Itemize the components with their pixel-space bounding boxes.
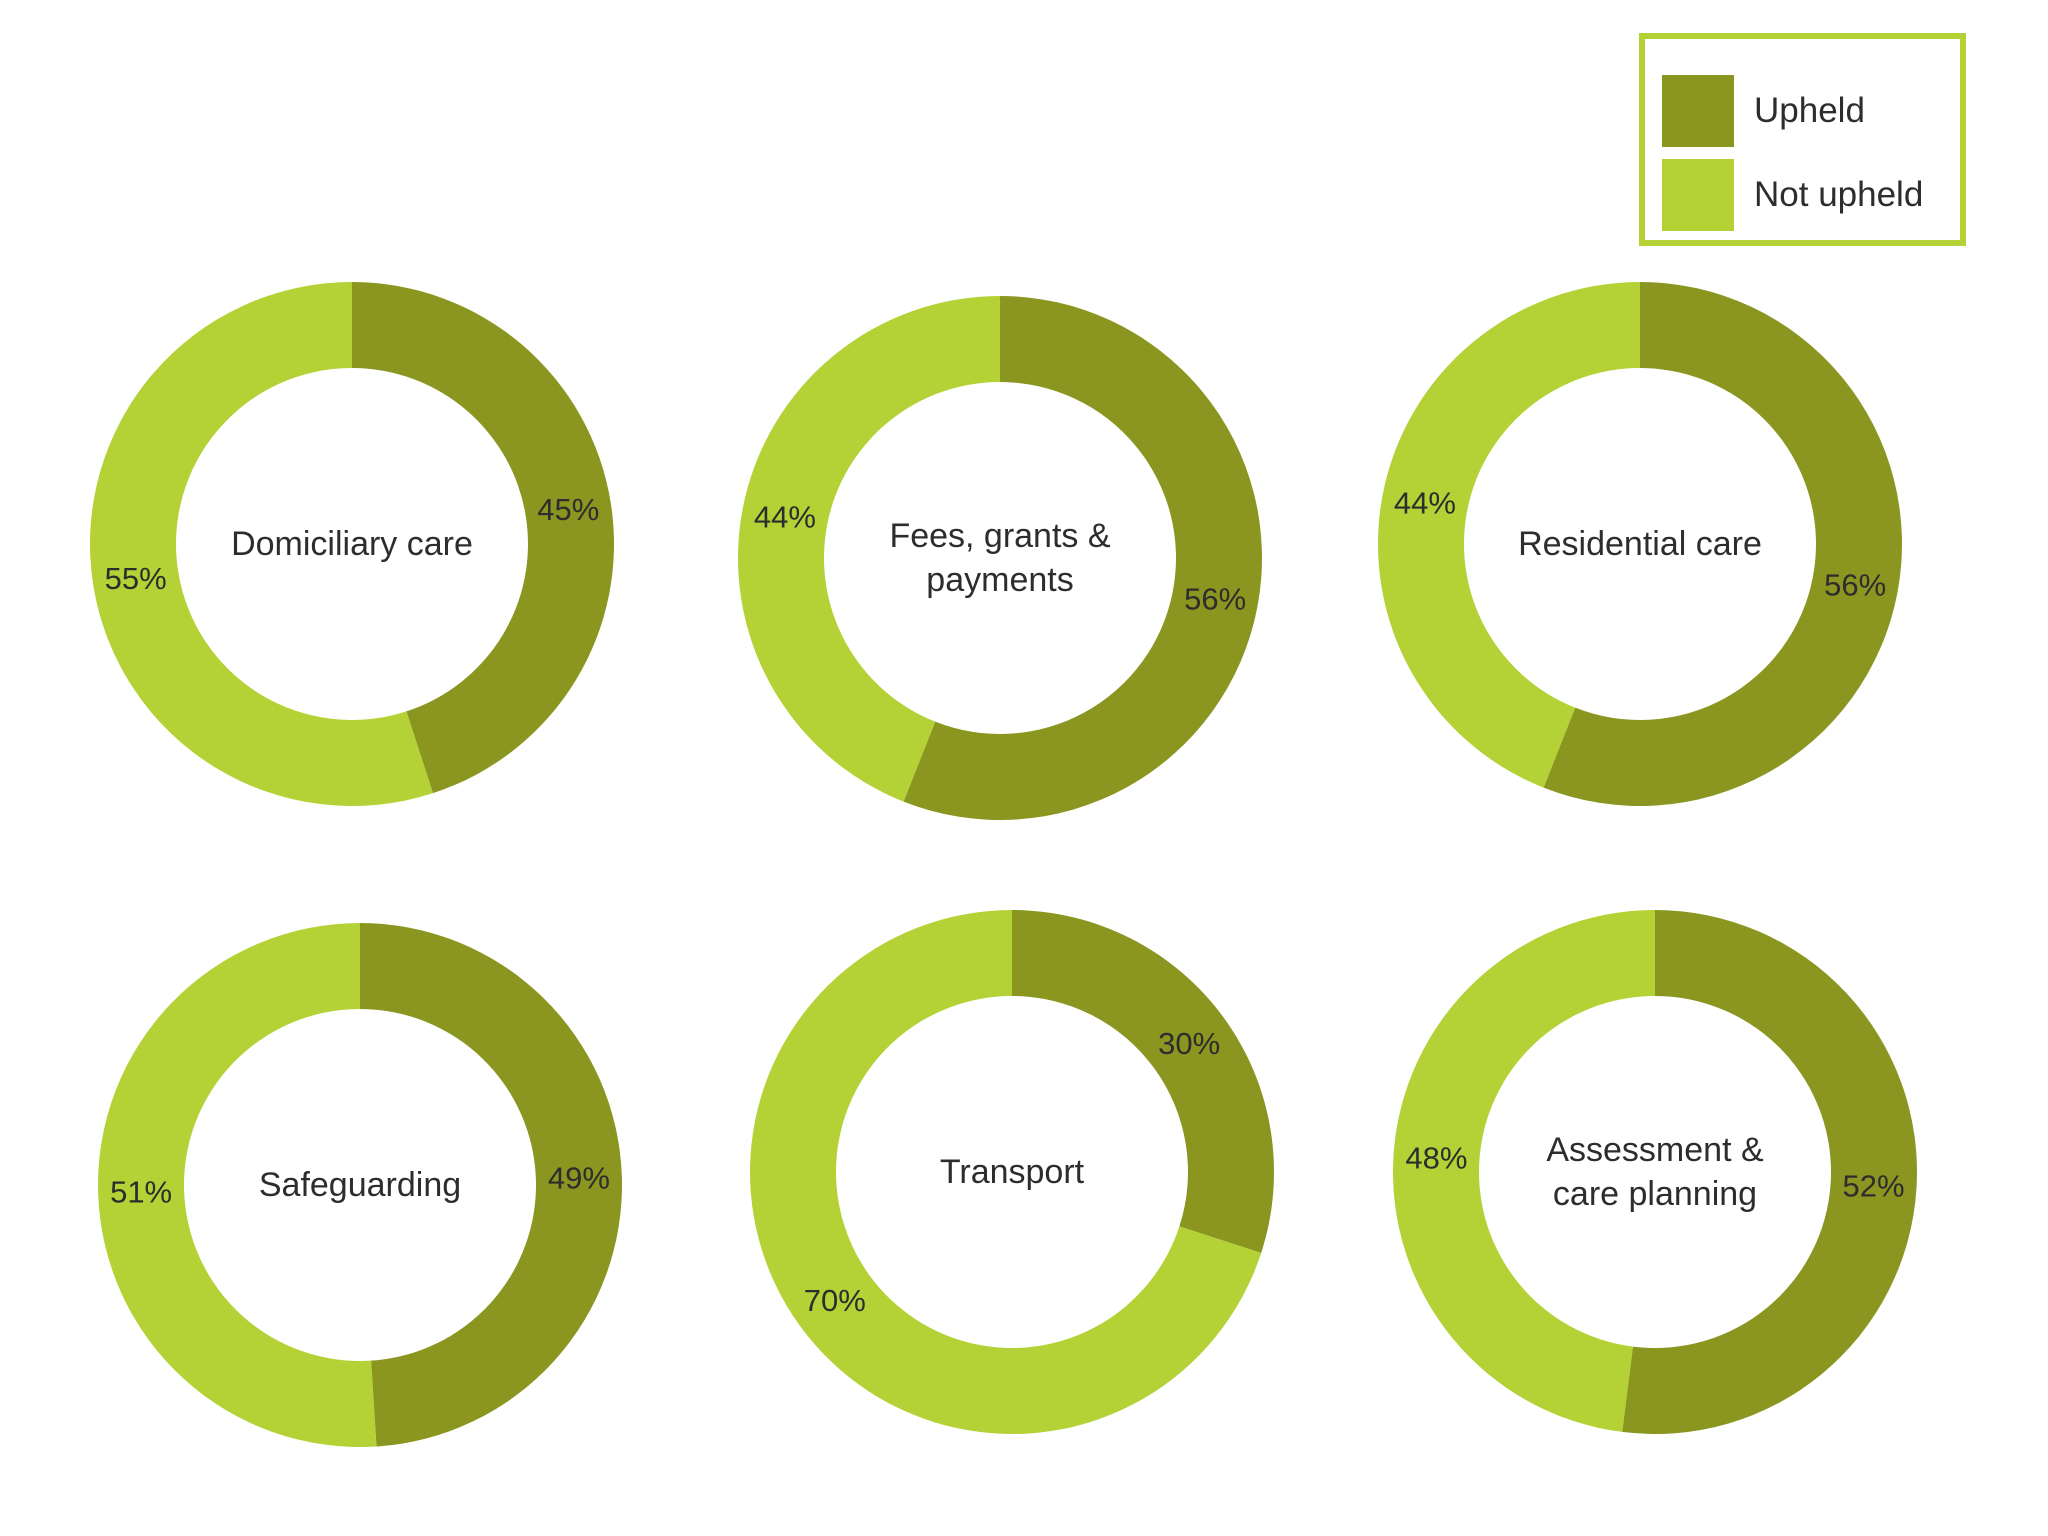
value-label-upheld-domiciliary-care: 45% <box>537 492 599 527</box>
slice-upheld-domiciliary-care <box>352 282 614 794</box>
donut-title-line: Domiciliary care <box>231 525 473 563</box>
donut-title-line: Safeguarding <box>259 1166 461 1204</box>
value-label-not-upheld-assessment-care-planning: 48% <box>1405 1141 1467 1176</box>
slice-not-upheld-fees-grants-payments <box>737 296 1000 802</box>
slice-not-upheld-assessment-care-planning <box>1392 910 1655 1432</box>
donut-safeguarding: 49% 51% Safeguarding <box>97 923 622 1447</box>
legend-label-upheld: Upheld <box>1754 91 1865 130</box>
value-label-upheld-safeguarding: 49% <box>548 1161 610 1196</box>
slice-not-upheld-residential-care <box>1378 281 1640 788</box>
legend-item-not-upheld: Not upheld <box>1662 159 1952 231</box>
donut-title-fees-grants-payments: Fees, grants & payments <box>889 517 1110 599</box>
legend-swatch-not-upheld <box>1662 159 1734 231</box>
donut-title-line: care planning <box>1553 1175 1757 1213</box>
value-label-not-upheld-transport: 70% <box>804 1283 866 1318</box>
slice-not-upheld-safeguarding <box>97 923 377 1447</box>
value-label-not-upheld-safeguarding: 51% <box>110 1174 172 1209</box>
donut-title-line: Transport <box>940 1153 1085 1191</box>
slice-upheld-transport <box>1012 910 1274 1253</box>
donut-fees-grants-payments: 56% 44% Fees, grants & payments <box>737 296 1262 821</box>
value-label-upheld-transport: 30% <box>1158 1026 1220 1061</box>
value-label-upheld-residential-care: 56% <box>1824 568 1886 603</box>
donut-title-domiciliary-care: Domiciliary care <box>231 525 473 563</box>
value-label-not-upheld-fees-grants-payments: 44% <box>754 499 816 534</box>
slice-upheld-residential-care <box>1543 282 1902 806</box>
slice-upheld-safeguarding <box>360 923 622 1447</box>
donut-domiciliary-care: 45% 55% Domiciliary care <box>89 282 614 807</box>
value-label-not-upheld-residential-care: 44% <box>1394 485 1456 520</box>
value-label-upheld-fees-grants-payments: 56% <box>1184 582 1246 617</box>
legend-swatch-upheld <box>1662 75 1734 147</box>
legend-item-upheld: Upheld <box>1662 75 1952 147</box>
donut-transport: 30% 70% Transport <box>749 910 1274 1434</box>
slice-not-upheld-domiciliary-care <box>89 282 433 807</box>
value-label-not-upheld-domiciliary-care: 55% <box>105 561 167 596</box>
donut-title-residential-care: Residential care <box>1518 525 1762 563</box>
donut-title-line: Residential care <box>1518 525 1762 563</box>
donut-title-transport: Transport <box>940 1153 1085 1191</box>
legend-label-not-upheld: Not upheld <box>1754 175 1924 214</box>
donut-residential-care: 56% 44% Residential care <box>1378 281 1902 806</box>
donut-title-line: Fees, grants & <box>889 517 1110 555</box>
donut-title-assessment-care-planning: Assessment & care planning <box>1546 1131 1764 1213</box>
legend: Upheld Not upheld <box>1639 33 1966 246</box>
donut-assessment-care-planning: 52% 48% Assessment & care planning <box>1392 910 1917 1434</box>
slice-not-upheld-transport <box>749 910 1262 1434</box>
donut-title-line: payments <box>926 561 1073 599</box>
value-label-upheld-assessment-care-planning: 52% <box>1843 1168 1905 1203</box>
slice-upheld-fees-grants-payments <box>903 296 1262 821</box>
slice-upheld-assessment-care-planning <box>1622 910 1917 1434</box>
donut-title-line: Assessment & <box>1546 1131 1764 1169</box>
donut-title-safeguarding: Safeguarding <box>259 1166 461 1204</box>
